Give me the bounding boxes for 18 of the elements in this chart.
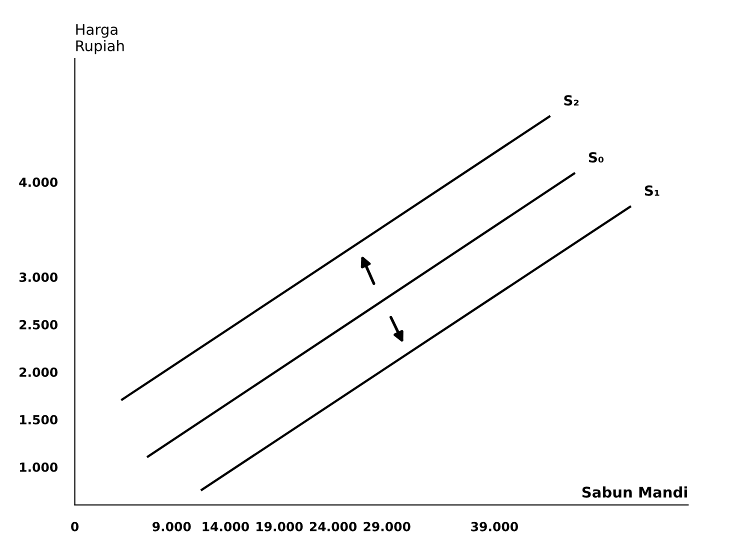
x-tick-label: 29.000 xyxy=(364,522,410,532)
x-tick-label: 14.000 xyxy=(202,522,249,532)
series-label: S₁ xyxy=(644,185,660,196)
y-tick-label: 1.000 xyxy=(20,462,58,472)
series-label: S₀ xyxy=(588,152,604,163)
y-tick-label: 2.500 xyxy=(20,320,58,330)
x-tick-label: 24.000 xyxy=(310,522,357,532)
x-axis-title: Sabun Mandi xyxy=(582,486,687,498)
y-tick-label: 2.000 xyxy=(20,367,58,377)
x-tick-label: 19.000 xyxy=(256,522,303,532)
x-tick-label: 39.000 xyxy=(471,522,518,532)
series-label: S₂ xyxy=(564,95,579,106)
y-tick-label: 3.000 xyxy=(19,272,58,282)
y-axis-title: Harga Rupiah xyxy=(76,24,124,54)
x-tick-label: 0 xyxy=(71,522,79,532)
y-tick-label: 4.000 xyxy=(19,178,58,187)
x-tick-label: 9.000 xyxy=(152,522,191,532)
y-tick-label: 1.500 xyxy=(20,414,58,424)
